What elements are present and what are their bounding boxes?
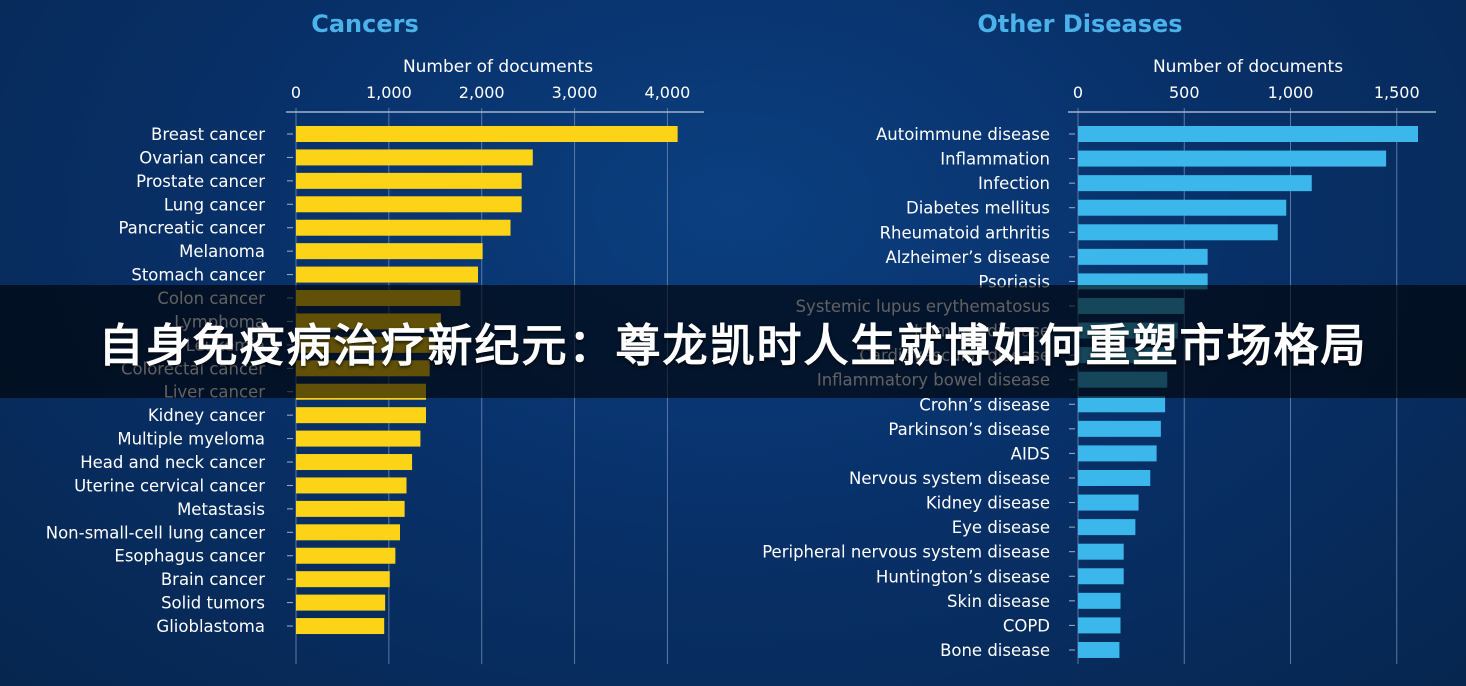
disease-tick-label: 1,000 [1268,83,1314,102]
cancer-category-label: Metastasis [177,500,265,519]
disease-bar [1078,150,1387,167]
cancer-x-axis-label: Number of documents [403,57,593,77]
cancer-bar [296,126,678,142]
cancer-category-label: Prostate cancer [136,172,265,191]
disease-bar [1078,519,1136,536]
cancer-tick-label: 1,000 [366,83,412,102]
cancer-bar [296,149,533,166]
disease-category-label: Diabetes mellitus [906,199,1050,218]
cancer-chart-title: Cancers [311,10,419,38]
disease-category-label: Parkinson’s disease [888,420,1050,439]
disease-category-label: Inflammation [940,150,1050,169]
cancer-category-label: Breast cancer [151,125,265,144]
disease-category-label: Nervous system disease [849,469,1050,488]
disease-category-label: Skin disease [947,592,1050,611]
cancer-tick-label: 4,000 [645,83,691,102]
cancer-category-label: Glioblastoma [156,617,265,636]
cancer-category-label: Ovarian cancer [139,148,265,167]
disease-category-label: Rheumatoid arthritis [880,223,1050,242]
disease-tick-label: 0 [1073,83,1083,102]
disease-bar [1078,445,1157,462]
disease-category-label: Peripheral nervous system disease [762,543,1050,562]
overlay-banner [0,285,1466,398]
disease-bar [1078,396,1166,413]
disease-bar [1078,224,1278,241]
disease-category-label: Eye disease [952,518,1050,537]
disease-bar [1078,568,1124,585]
disease-tick-label: 500 [1169,83,1200,102]
cancer-tick-label: 3,000 [552,83,598,102]
cancer-category-label: Lung cancer [164,195,265,214]
disease-category-label: Infection [978,174,1050,193]
cancer-category-label: Esophagus cancer [114,547,265,566]
disease-bar [1078,641,1120,658]
disease-bar [1078,617,1121,634]
disease-bar [1078,420,1161,437]
cancer-bar [296,219,511,236]
cancer-bar [296,547,396,564]
cancer-bar [296,571,390,588]
disease-bar [1078,592,1121,609]
disease-x-axis-label: Number of documents [1153,57,1343,77]
disease-category-label: Crohn’s disease [919,395,1050,414]
disease-category-label: Alzheimer’s disease [886,248,1050,267]
cancer-bar [296,500,405,517]
cancer-bar [296,430,421,447]
cancer-bar [296,407,426,424]
cancer-category-label: Solid tumors [161,594,265,613]
cancer-bar [296,266,478,283]
disease-bar [1078,469,1151,486]
disease-bar [1078,175,1312,192]
cancer-category-label: Brain cancer [161,570,265,589]
banner-headline: 自身免疫病治疗新纪元：尊龙凯时人生就博如何重塑市场格局 [98,319,1368,372]
cancer-category-label: Melanoma [179,242,265,261]
disease-bar [1078,543,1124,560]
disease-category-label: AIDS [1011,444,1050,463]
disease-bar [1078,199,1287,216]
cancer-bar [296,196,522,213]
disease-category-label: COPD [1003,616,1050,635]
disease-category-label: Bone disease [940,641,1050,660]
disease-chart-title: Other Diseases [977,10,1182,38]
disease-category-label: Huntington’s disease [876,567,1050,586]
disease-category-label: Kidney disease [926,494,1050,513]
cancer-bar [296,524,400,541]
disease-tick-label: 1,500 [1374,83,1420,102]
cancer-category-label: Kidney cancer [148,406,265,425]
cancer-bar [296,618,385,635]
cancer-category-label: Multiple myeloma [117,430,265,449]
cancer-bar [296,243,483,260]
cancer-category-label: Head and neck cancer [80,453,265,472]
cancer-category-label: Pancreatic cancer [118,219,265,238]
disease-bar [1078,494,1139,511]
cancer-tick-label: 2,000 [459,83,505,102]
cancer-bar [296,477,407,494]
cancer-tick-label: 0 [291,83,301,102]
disease-bar [1078,248,1208,265]
cancer-category-label: Uterine cervical cancer [74,476,265,495]
cancer-category-label: Stomach cancer [131,266,265,285]
cancer-bar [296,172,522,189]
disease-category-label: Autoimmune disease [876,125,1050,144]
cancer-bar [296,454,413,471]
cancer-category-label: Non-small-cell lung cancer [46,523,265,542]
cancer-bar [296,594,386,611]
disease-bar [1078,126,1418,142]
